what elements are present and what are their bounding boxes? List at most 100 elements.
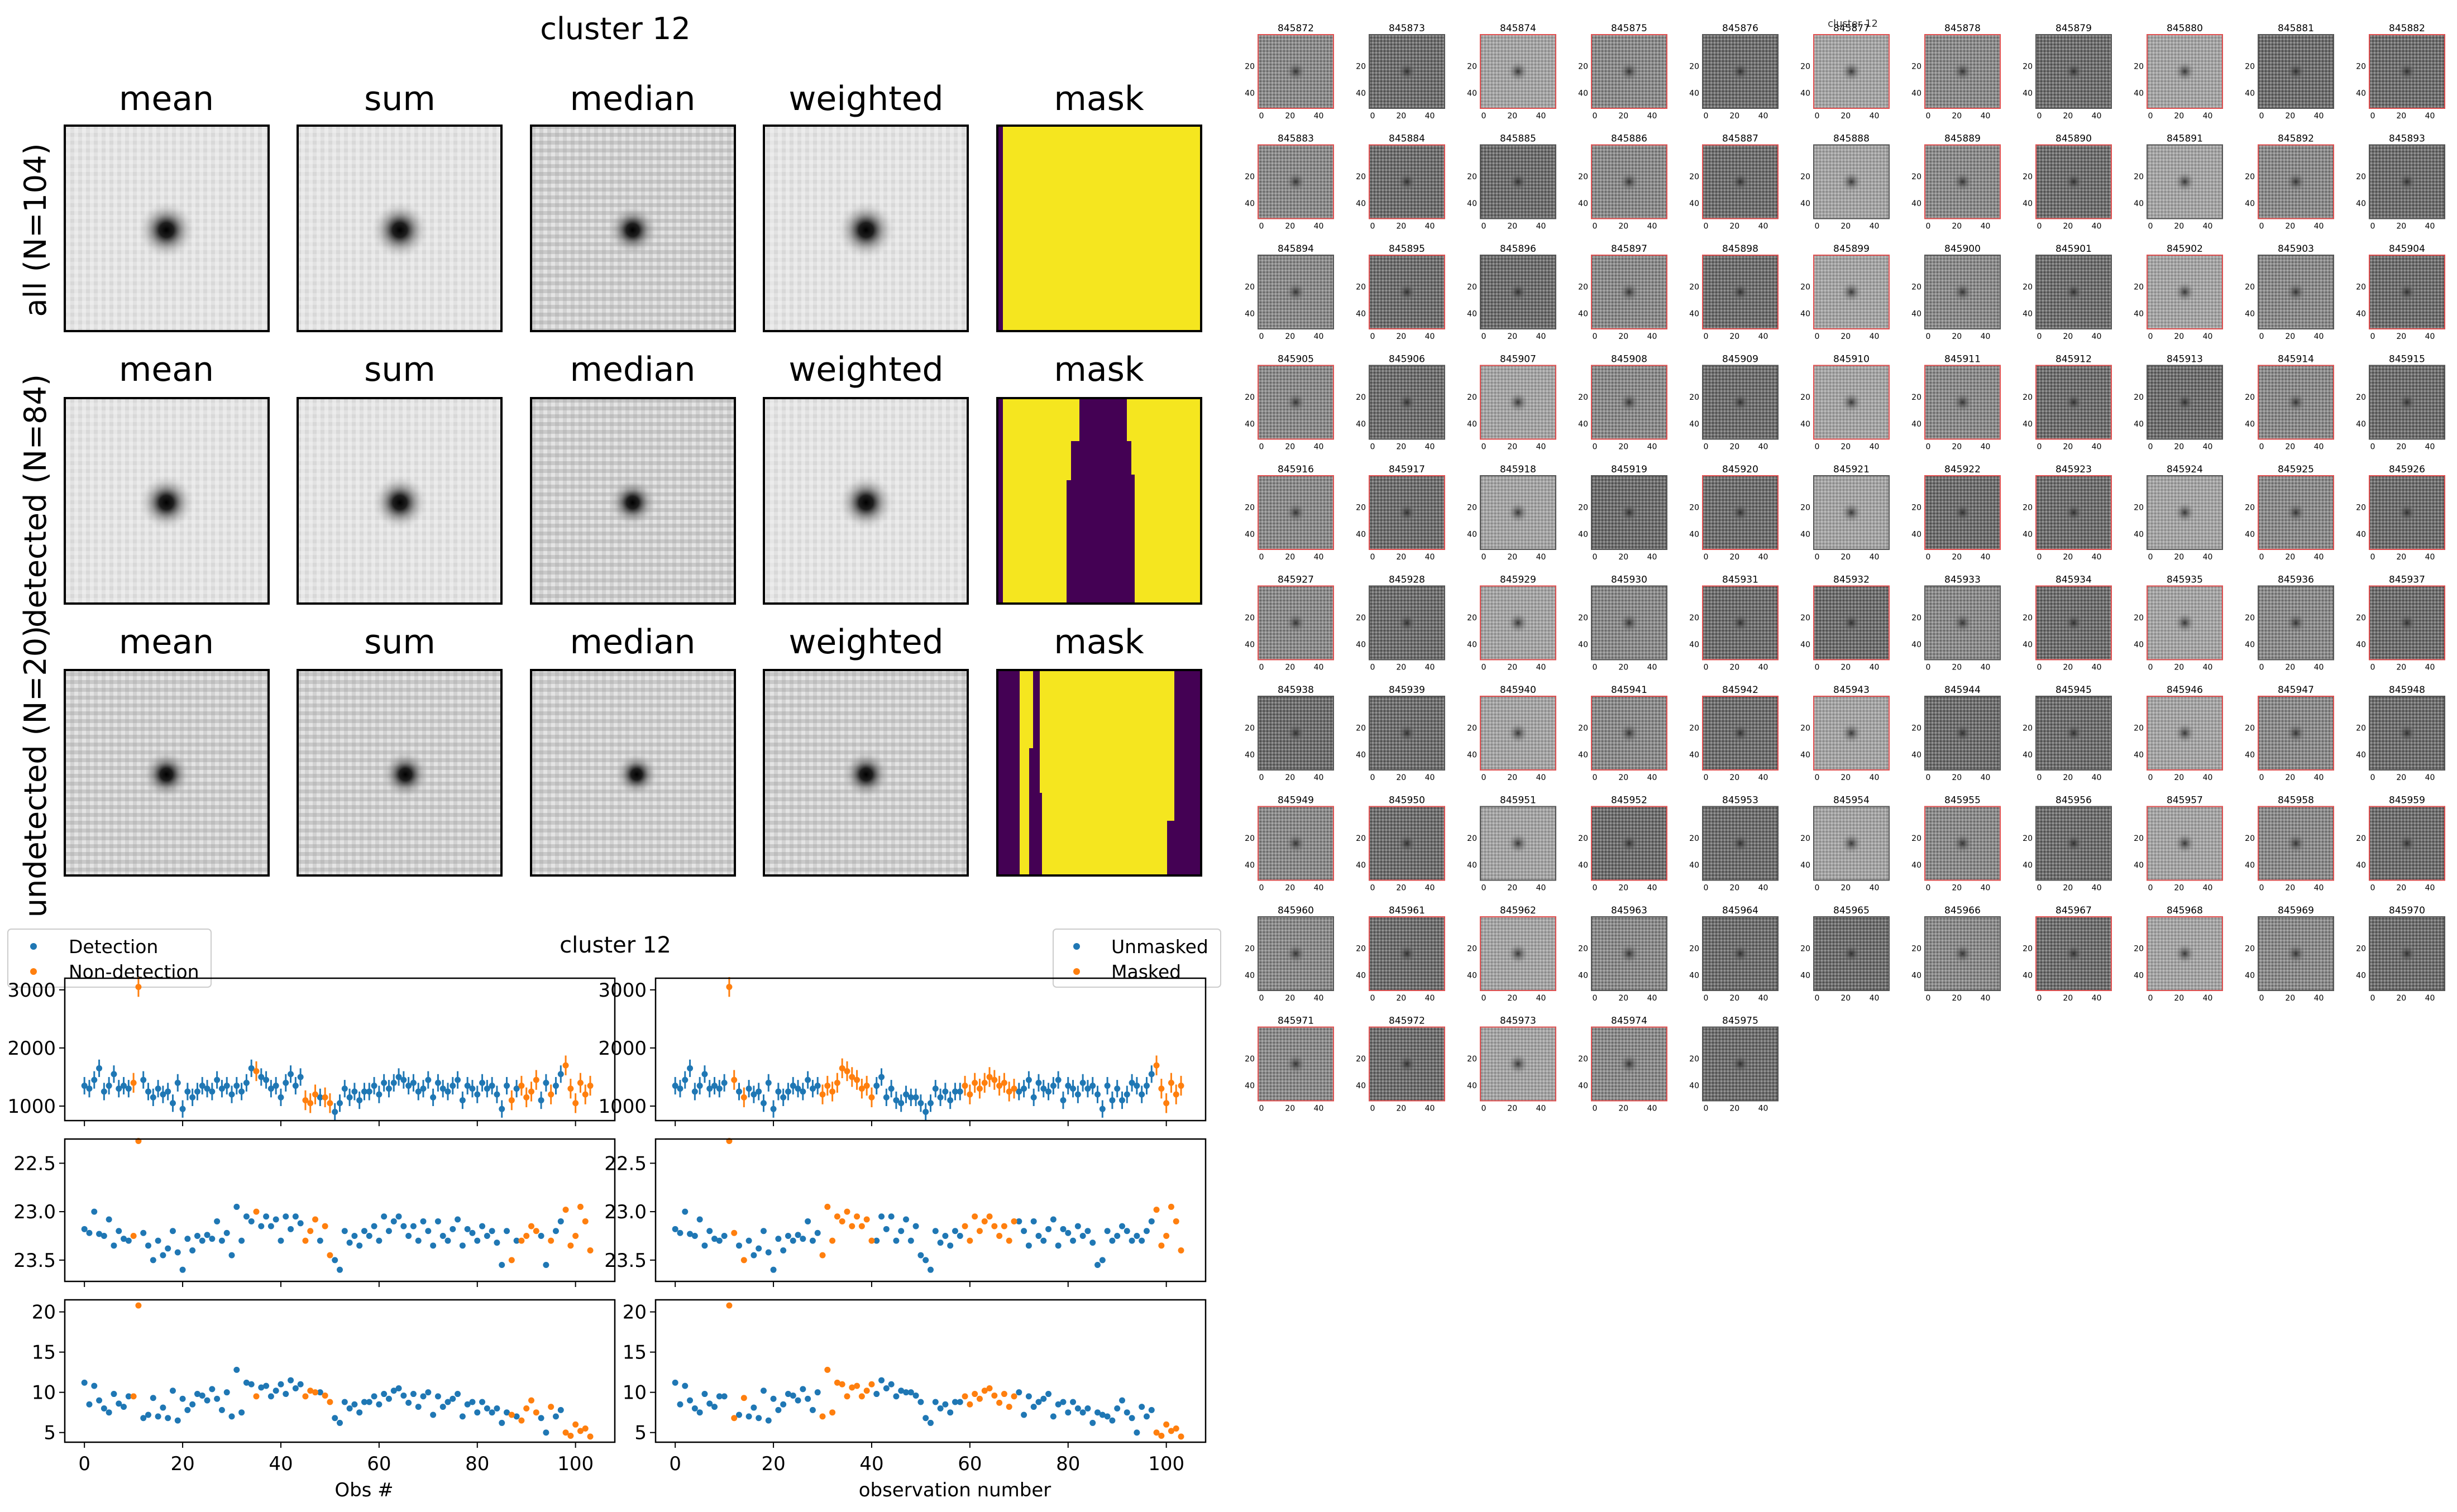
cutout-ytick-label: 40 — [2356, 972, 2366, 980]
point-unmasked — [1040, 1085, 1047, 1092]
point-unmasked — [1079, 1409, 1086, 1416]
cutout-xtick-label: 0 — [1370, 443, 1375, 452]
col-label-weighted: weighted — [788, 623, 943, 662]
point-masked — [981, 1079, 988, 1086]
cutout-xtick-label: 0 — [1815, 663, 1820, 672]
cutout-id-label: 845935 — [2167, 575, 2203, 586]
point-unmasked — [912, 1223, 919, 1229]
point-unmasked — [1050, 1083, 1057, 1089]
cutout-ytick-label: 40 — [1689, 972, 1699, 980]
ytick-label: 20 — [32, 1302, 56, 1324]
point-masked — [976, 1395, 983, 1402]
lightcurve-panel: cluster 12 Detection Non-detection Unmas… — [7, 929, 1221, 1501]
cutout-845925: 845925 20 40 0 20 40 — [2245, 464, 2334, 562]
point-detection — [297, 1381, 304, 1387]
point-detection — [425, 1389, 432, 1396]
point-detection — [145, 1242, 152, 1249]
cutout-xtick-label: 40 — [1314, 112, 1324, 121]
point-detection — [169, 1387, 176, 1394]
point-detection — [165, 1088, 171, 1095]
point-masked — [986, 1074, 993, 1080]
point-detection — [116, 1228, 122, 1235]
cutout-xtick-label: 20 — [1729, 994, 1739, 1003]
stack-image-all-median — [530, 125, 736, 332]
point-unmasked — [696, 1409, 703, 1416]
point-unmasked — [745, 1085, 752, 1092]
point-unmasked — [745, 1237, 752, 1244]
cutout-845886: 845886 20 40 0 20 40 — [1578, 133, 1667, 231]
cutout-xtick-label: 0 — [1370, 222, 1375, 231]
point-detection — [538, 1097, 544, 1104]
point-unmasked — [1099, 1106, 1106, 1112]
point-detection — [91, 1076, 98, 1083]
col-label-sum: sum — [364, 79, 436, 118]
point-unmasked — [903, 1091, 910, 1098]
point-unmasked — [706, 1228, 713, 1235]
cutout-xtick-label: 20 — [1507, 1104, 1517, 1113]
point-unmasked — [672, 1226, 678, 1232]
cutout-xtick-label: 20 — [2285, 994, 2295, 1003]
point-detection — [371, 1393, 377, 1400]
cutout-xtick-label: 0 — [2259, 884, 2264, 893]
point-unmasked — [912, 1094, 919, 1100]
point-detection — [552, 1228, 559, 1235]
point-masked — [962, 1083, 968, 1089]
cutout-xtick-label: 20 — [1285, 663, 1295, 672]
cutout-xtick-label: 0 — [2037, 553, 2042, 562]
point-nondetection — [135, 984, 142, 991]
point-detection — [86, 1085, 93, 1092]
point-detection — [356, 1409, 363, 1416]
point-detection — [405, 1232, 412, 1239]
cutout-id-label: 845975 — [1722, 1016, 1758, 1027]
point-detection — [356, 1242, 363, 1249]
point-detection — [218, 1237, 225, 1244]
point-detection — [557, 1218, 564, 1224]
cutout-ytick-label: 40 — [1245, 89, 1255, 98]
cutout-id-label: 845881 — [2278, 23, 2314, 34]
cutout-xtick-label: 40 — [1314, 773, 1324, 782]
cutout-xtick-label: 0 — [2370, 222, 2375, 231]
cutout-ytick-label: 20 — [1245, 1055, 1255, 1064]
point-masked — [1178, 1247, 1184, 1253]
point-detection — [499, 1262, 505, 1269]
cutout-xtick-label: 0 — [1593, 663, 1598, 672]
cutout-845885: 845885 20 40 0 20 40 — [1467, 133, 1556, 231]
point-detection — [125, 1393, 132, 1400]
cutout-xtick-label: 40 — [2092, 332, 2102, 341]
point-detection — [332, 1108, 338, 1115]
cutout-xtick-label: 20 — [1952, 663, 1962, 672]
cutout-ytick-label: 40 — [2356, 199, 2366, 208]
cutout-xtick-label: 0 — [1704, 1104, 1709, 1113]
cutout-ytick-label: 20 — [1689, 614, 1699, 623]
cutout-845896: 845896 20 40 0 20 40 — [1467, 243, 1556, 341]
point-detection — [459, 1242, 466, 1249]
point-unmasked — [1094, 1262, 1101, 1269]
cutout-ytick-label: 20 — [2356, 614, 2366, 623]
point-unmasked — [1114, 1085, 1121, 1092]
cutout-id-label: 845921 — [1833, 464, 1870, 475]
point-nondetection — [322, 1223, 328, 1229]
cutout-xtick-label: 20 — [1729, 773, 1739, 782]
cutout-ytick-label: 40 — [2356, 751, 2366, 760]
cutout-xtick-label: 40 — [1314, 994, 1324, 1003]
point-unmasked — [888, 1213, 895, 1220]
col-label-median: median — [570, 623, 696, 662]
point-unmasked — [957, 1399, 963, 1405]
cutout-xtick-label: 40 — [1536, 994, 1546, 1003]
point-nondetection — [572, 1232, 579, 1239]
point-masked — [863, 1083, 870, 1089]
point-detection — [116, 1400, 122, 1407]
cutout-xtick-label: 0 — [2259, 332, 2264, 341]
cutout-id-label: 845957 — [2167, 795, 2203, 806]
point-unmasked — [1060, 1399, 1067, 1405]
point-detection — [395, 1385, 402, 1391]
cutout-xtick-label: 40 — [1870, 222, 1880, 231]
point-masked — [1173, 1218, 1179, 1224]
cutout-845974: 845974 20 40 0 20 40 — [1578, 1016, 1667, 1113]
point-nondetection — [548, 1404, 555, 1410]
cutout-xtick-label: 0 — [2037, 884, 2042, 893]
cutout-xtick-label: 0 — [1926, 663, 1931, 672]
legend-marker-nondetection — [30, 968, 37, 975]
point-unmasked — [1055, 1076, 1062, 1083]
point-detection — [155, 1237, 161, 1244]
